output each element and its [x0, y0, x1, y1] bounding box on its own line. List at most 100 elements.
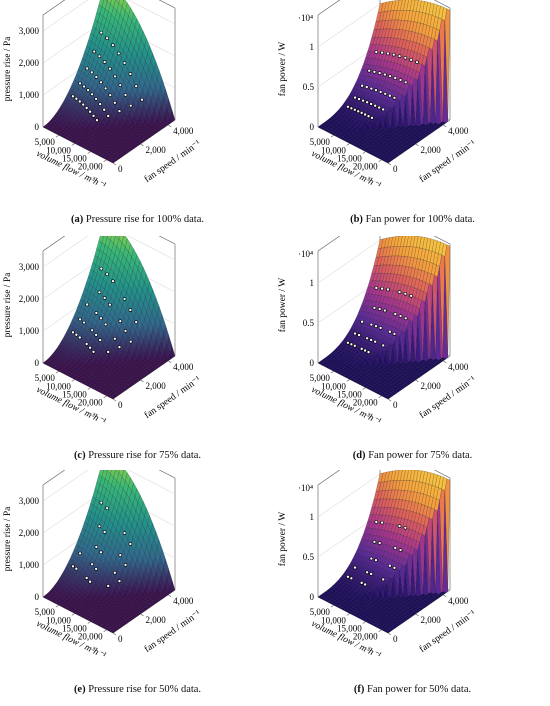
measurement-point: [106, 114, 111, 118]
measurement-point: [99, 316, 103, 321]
measurement-point: [349, 106, 354, 111]
measurement-point: [403, 316, 408, 321]
x-tick-mark: [71, 613, 75, 616]
measurement-point: [367, 68, 372, 73]
measurement-point: [89, 70, 94, 75]
measurement-point: [111, 43, 115, 47]
measurement-point: [103, 86, 108, 91]
x-tick-mark: [362, 151, 366, 154]
measurement-point: [398, 314, 403, 318]
caption-text-f: Fan power for 50% data.: [364, 684, 472, 695]
measurement-point: [381, 343, 386, 348]
measurement-point: [113, 74, 117, 79]
measurement-point: [364, 85, 369, 89]
x-tick-mark: [87, 387, 91, 390]
measurement-point: [74, 96, 79, 101]
z-tick-label: 0: [310, 122, 315, 132]
surface-patch: [317, 361, 324, 365]
measurement-point: [359, 347, 364, 351]
caption-text-c: Pressure rise for 75% data.: [85, 450, 202, 461]
surface: [42, 0, 176, 164]
subfigure-d: 0 0.5 1 ·10⁴ 5,000 10,000 15,000 20,000 0 2,000 4,…: [275, 236, 550, 471]
measurement-point: [78, 81, 82, 86]
y-tick-mark: [387, 632, 392, 636]
measurement-point: [134, 320, 138, 324]
measurement-point: [361, 98, 365, 103]
measurement-point: [99, 266, 104, 271]
measurement-point: [85, 66, 89, 71]
measurement-point: [374, 50, 379, 54]
measurement-point: [128, 339, 133, 344]
measurement-point: [369, 102, 373, 106]
y-tick-mark: [415, 379, 419, 383]
x-tick-mark: [378, 629, 382, 632]
measurement-point: [397, 524, 402, 528]
y-tick-label: 4,000: [173, 126, 194, 136]
measurement-point: [111, 279, 115, 283]
measurement-point: [94, 567, 98, 571]
measurement-point: [383, 91, 388, 96]
measurement-point: [88, 345, 92, 350]
caption-text-e: Pressure rise for 50% data.: [85, 684, 202, 695]
measurement-point: [380, 50, 384, 55]
measurement-point: [393, 76, 398, 80]
x-tick-label: 5,000: [35, 137, 56, 147]
measurement-point: [370, 116, 374, 120]
measurement-point: [365, 570, 369, 575]
axis-box-edge: [433, 236, 451, 245]
measurement-point: [369, 86, 374, 91]
measurement-point: [98, 102, 102, 106]
measurement-point: [123, 329, 128, 333]
z-tick-label: 0.5: [303, 318, 315, 328]
measurement-point: [90, 92, 94, 97]
y-tick-mark: [112, 632, 117, 636]
measurement-point: [97, 290, 102, 295]
measurement-point: [392, 96, 397, 100]
measurement-point: [71, 94, 75, 99]
x-tick-mark: [330, 370, 335, 374]
measurement-point: [397, 54, 402, 58]
measurement-point: [397, 290, 402, 294]
measurement-point: [91, 350, 96, 354]
measurement-point: [393, 546, 398, 550]
measurement-point: [398, 78, 403, 82]
subfigure-a: 0 1,000 2,000 3,000 5,000 10,000 15,000 20,000 0…: [0, 0, 275, 235]
y-tick-label: 0: [393, 400, 398, 410]
measurement-point: [113, 570, 117, 575]
measurement-point: [128, 308, 133, 312]
z-tick-label: 3,000: [19, 26, 40, 36]
surface: [42, 470, 176, 634]
measurement-point: [377, 541, 382, 545]
measurement-point: [86, 88, 90, 92]
measurement-point: [105, 36, 109, 41]
measurement-points: [71, 500, 133, 588]
measurement-point: [94, 75, 99, 79]
measurement-point: [113, 336, 117, 341]
surface: [42, 236, 176, 400]
x-tick-mark: [330, 134, 335, 138]
subfigure-c: 0 1,000 2,000 3,000 5,000 10,000 15,000 20,000 0…: [0, 236, 275, 471]
measurement-point: [392, 332, 397, 336]
x-tick-label: 20,000: [78, 162, 103, 172]
measurement-point: [346, 575, 350, 579]
measurement-point: [383, 308, 387, 313]
measurement-point: [369, 338, 373, 342]
y-tick-mark: [442, 594, 447, 598]
measurement-point: [365, 100, 369, 105]
axis-box-edge: [433, 470, 451, 479]
measurement-point: [85, 302, 89, 307]
z-tick-label: 3,000: [19, 496, 40, 506]
measurement-point: [128, 542, 133, 546]
measurement-point: [388, 563, 392, 568]
measurement-point: [122, 297, 127, 301]
y-tick-label: 4,000: [448, 362, 469, 372]
measurement-point: [393, 312, 398, 316]
y-tick-label: 2,000: [421, 615, 442, 625]
measurement-point: [78, 99, 82, 104]
y-tick-label: 2,000: [146, 615, 167, 625]
measurement-point: [94, 545, 99, 549]
measurement-point: [378, 326, 383, 330]
